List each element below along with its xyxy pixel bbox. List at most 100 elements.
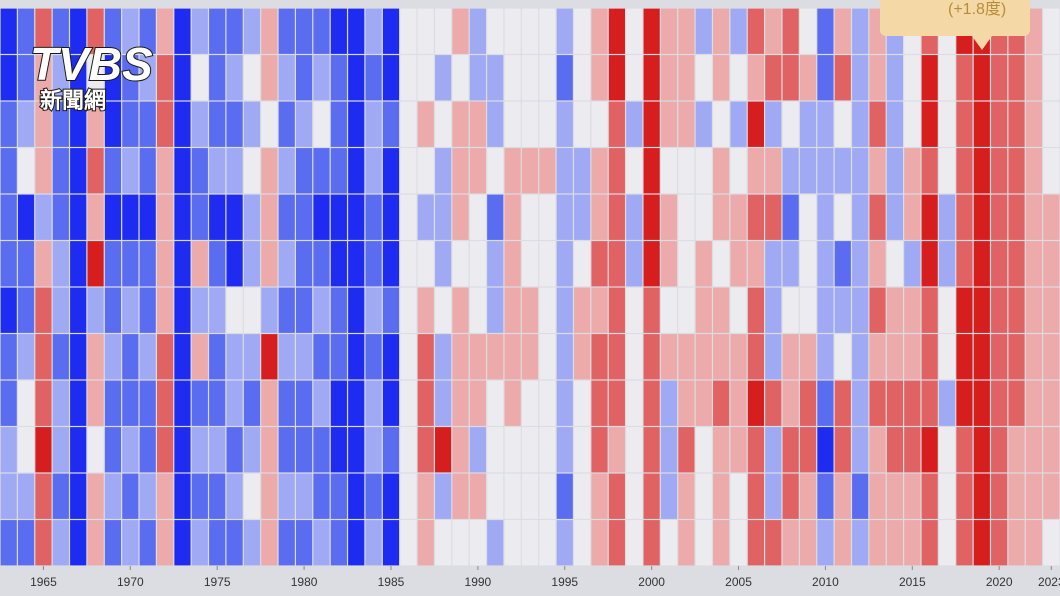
heat-cell [0,427,17,473]
heat-cell [487,520,504,566]
heat-cell [330,380,347,426]
heat-cell [313,148,330,194]
heat-cell [365,8,382,54]
heat-cell [956,520,973,566]
heat-cell [243,194,261,240]
heat-cell [574,241,591,287]
heat-cell [209,8,226,54]
heat-cell [487,8,504,54]
heat-cell [313,334,330,380]
heat-cell [539,241,556,287]
heat-cell [1025,55,1043,101]
heat-cell [435,8,452,54]
heat-cell [886,427,904,473]
heat-cell [834,380,851,426]
heat-cell [678,101,695,147]
heat-cell [1025,380,1043,426]
heat-cell [504,520,521,566]
heat-cell [156,287,174,333]
heat-cell [261,287,278,333]
heat-cell [226,334,243,380]
heat-cell [660,520,678,566]
heat-cell [469,55,486,101]
heat-cell [226,194,243,240]
heat-cell [365,55,382,101]
heat-cell [87,473,104,519]
heat-cell [296,334,313,380]
heat-cell [417,241,434,287]
heat-cell [191,148,208,194]
x-tick-label: 2015 [899,575,926,589]
heat-cell [591,241,608,287]
heat-cell [1025,427,1043,473]
heat-cell [799,101,817,147]
heat-cell [1025,241,1043,287]
heat-cell [104,427,122,473]
heat-cell [35,55,52,101]
heat-cell [174,194,191,240]
heat-cell [938,148,956,194]
heat-cell [296,55,313,101]
heat-cell [435,287,452,333]
heat-cell [904,55,921,101]
heat-cell [313,520,330,566]
heat-cell [435,334,452,380]
heat-cell [921,427,938,473]
heat-cell [521,427,539,473]
heat-cell [365,241,382,287]
heat-cell [938,241,956,287]
heat-cell [70,194,87,240]
heat-cell [852,520,869,566]
heat-cell [886,473,904,519]
heat-cell [782,520,799,566]
heat-cell [209,520,226,566]
heat-cell [17,380,35,426]
heat-cell [52,287,69,333]
heat-cell [226,241,243,287]
heat-cell [122,148,139,194]
heat-cell [191,287,208,333]
heat-cell [765,241,782,287]
heat-cell [782,287,799,333]
heat-cell [87,334,104,380]
heat-cell [713,241,730,287]
heat-cell [695,194,712,240]
heat-cell [104,473,122,519]
heat-cell [1043,101,1060,147]
heat-cell [278,194,295,240]
heat-cell [52,148,69,194]
heat-cell [261,473,278,519]
heat-cell [591,8,608,54]
heat-cell [574,473,591,519]
heat-cell [956,334,973,380]
heat-cell [104,520,122,566]
heat-cell [70,473,87,519]
heat-cell [765,427,782,473]
heat-cell [435,427,452,473]
heat-cell [869,427,886,473]
logo-brand: TVBS [30,38,153,90]
heat-cell [417,287,434,333]
heat-cell [122,55,139,101]
heat-cell [1008,55,1025,101]
heat-cell [852,334,869,380]
heat-cell [852,55,869,101]
heat-cell [191,194,208,240]
heat-cell [938,101,956,147]
heat-cell [469,473,486,519]
heat-cell [834,148,851,194]
heat-cell [643,101,660,147]
heat-cell [591,194,608,240]
heat-cell [765,55,782,101]
heat-cell [1008,520,1025,566]
heat-cell [400,287,417,333]
heat-cell [365,287,382,333]
heat-cell [452,148,469,194]
heat-cell [973,473,990,519]
heat-cell [400,241,417,287]
heat-cell [365,101,382,147]
heat-cell [521,55,539,101]
heat-cell [504,334,521,380]
heat-cell [504,148,521,194]
heat-cell [991,520,1008,566]
